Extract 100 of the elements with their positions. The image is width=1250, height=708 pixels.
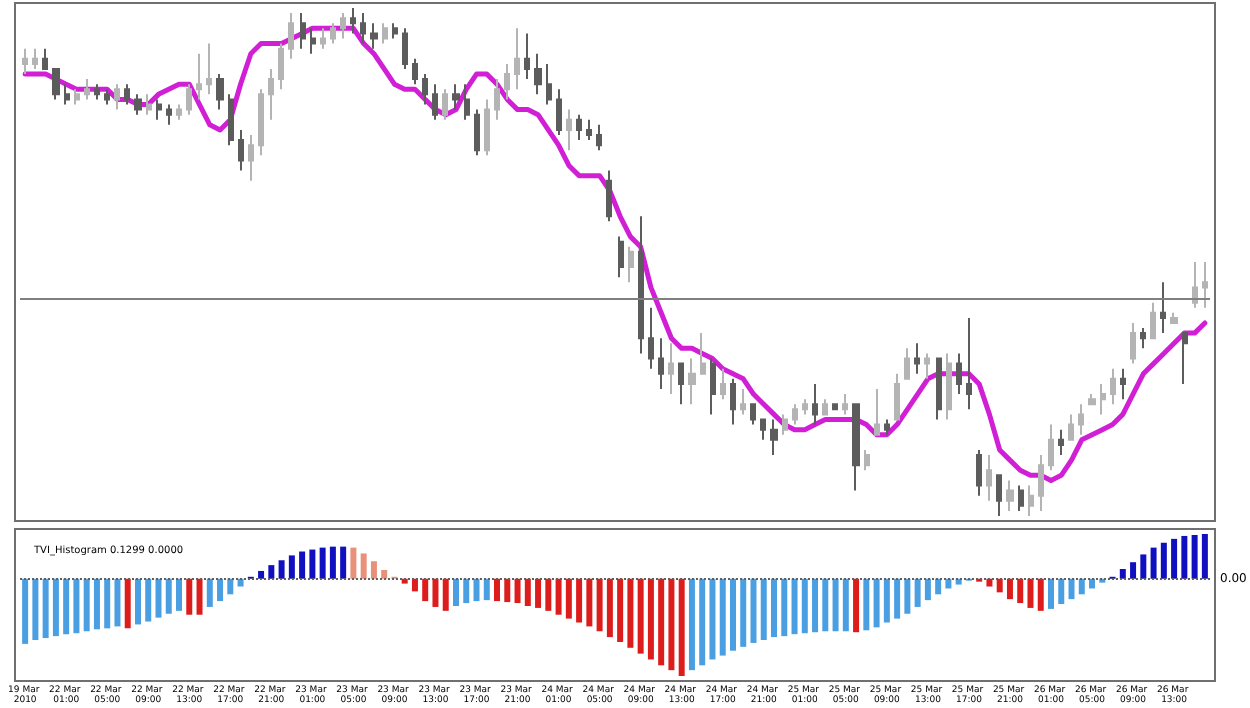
candlestick bbox=[1038, 454, 1044, 512]
bar bbox=[996, 578, 1003, 593]
candlestick bbox=[1048, 423, 1054, 472]
candlestick bbox=[1130, 321, 1136, 365]
bar bbox=[63, 578, 70, 635]
candlestick bbox=[710, 357, 716, 416]
bar bbox=[801, 578, 808, 634]
bar bbox=[1078, 578, 1085, 595]
bar bbox=[504, 578, 511, 603]
candlestick bbox=[1140, 327, 1146, 350]
bar bbox=[750, 578, 757, 643]
candlestick bbox=[1018, 484, 1024, 512]
bar bbox=[206, 578, 213, 607]
candlestick bbox=[238, 128, 244, 172]
candlestick bbox=[566, 108, 572, 152]
bar bbox=[1047, 578, 1054, 609]
candlestick bbox=[946, 352, 952, 421]
bar bbox=[873, 578, 880, 628]
bar bbox=[760, 578, 767, 641]
candlestick bbox=[166, 103, 172, 126]
bar bbox=[1027, 578, 1034, 608]
bar bbox=[145, 578, 152, 622]
candlestick bbox=[1170, 311, 1178, 324]
candlestick bbox=[288, 12, 294, 60]
candlestick bbox=[596, 123, 602, 152]
candlestick bbox=[452, 83, 460, 111]
candlestick bbox=[904, 347, 910, 380]
bar bbox=[1058, 578, 1065, 605]
bar bbox=[124, 578, 131, 629]
bar bbox=[309, 549, 316, 579]
bar bbox=[134, 578, 141, 625]
candlestick bbox=[412, 57, 418, 86]
bar bbox=[791, 578, 798, 635]
bar bbox=[93, 578, 100, 630]
candlestick bbox=[1160, 281, 1166, 335]
candlestick bbox=[822, 398, 828, 416]
candlestick bbox=[1202, 261, 1208, 309]
candlestick bbox=[700, 332, 706, 375]
candlestick bbox=[1120, 367, 1126, 401]
candlestick bbox=[802, 398, 808, 416]
candlestick bbox=[84, 78, 90, 101]
candlestick bbox=[124, 83, 130, 106]
bar bbox=[678, 578, 685, 676]
bar bbox=[432, 578, 439, 607]
candlestick bbox=[956, 352, 962, 396]
candlestick bbox=[186, 83, 192, 116]
bar bbox=[401, 578, 408, 584]
bar bbox=[381, 569, 388, 579]
candlestick bbox=[658, 337, 664, 390]
candlestick bbox=[606, 169, 612, 223]
bar bbox=[545, 578, 552, 611]
candlestick bbox=[422, 73, 428, 106]
candlestick bbox=[74, 88, 80, 106]
bar bbox=[370, 561, 377, 579]
bar bbox=[22, 578, 29, 644]
bar bbox=[288, 555, 295, 579]
bar bbox=[699, 578, 706, 666]
candlestick bbox=[64, 83, 70, 106]
candlestick bbox=[1006, 479, 1014, 512]
bar bbox=[155, 578, 162, 618]
candlestick bbox=[32, 47, 38, 70]
candlestick bbox=[628, 245, 634, 284]
bar bbox=[1119, 569, 1126, 579]
candlestick bbox=[370, 22, 378, 50]
bar bbox=[237, 578, 244, 587]
candlestick bbox=[720, 367, 726, 401]
candlestick bbox=[134, 93, 142, 116]
candlestick bbox=[360, 12, 366, 45]
bar bbox=[217, 578, 224, 602]
bar bbox=[1130, 562, 1137, 579]
bar bbox=[165, 578, 172, 614]
candlestick bbox=[842, 393, 848, 416]
bar bbox=[258, 570, 265, 579]
bar bbox=[853, 578, 860, 633]
candlestick bbox=[22, 47, 28, 76]
bar bbox=[1037, 578, 1044, 611]
bar bbox=[268, 565, 275, 579]
bar bbox=[740, 578, 747, 647]
candlestick bbox=[730, 377, 736, 426]
bar bbox=[863, 578, 870, 631]
candlestick bbox=[1150, 301, 1156, 340]
candlestick bbox=[1068, 413, 1074, 441]
candlestick bbox=[464, 83, 470, 121]
bar bbox=[1068, 578, 1075, 600]
candlestick bbox=[494, 78, 500, 121]
candlestick bbox=[320, 27, 326, 50]
candlestick bbox=[1100, 382, 1106, 416]
bar bbox=[935, 578, 942, 595]
bar bbox=[83, 578, 90, 632]
bar bbox=[883, 578, 890, 623]
candlestick bbox=[484, 98, 490, 157]
bar bbox=[606, 578, 613, 638]
candlestick bbox=[534, 52, 542, 96]
bar bbox=[227, 578, 234, 595]
bar bbox=[483, 578, 490, 601]
bar bbox=[668, 578, 675, 671]
bar bbox=[1150, 547, 1157, 579]
candlestick bbox=[638, 215, 644, 355]
bar bbox=[299, 551, 306, 579]
candlestick bbox=[1182, 332, 1188, 385]
